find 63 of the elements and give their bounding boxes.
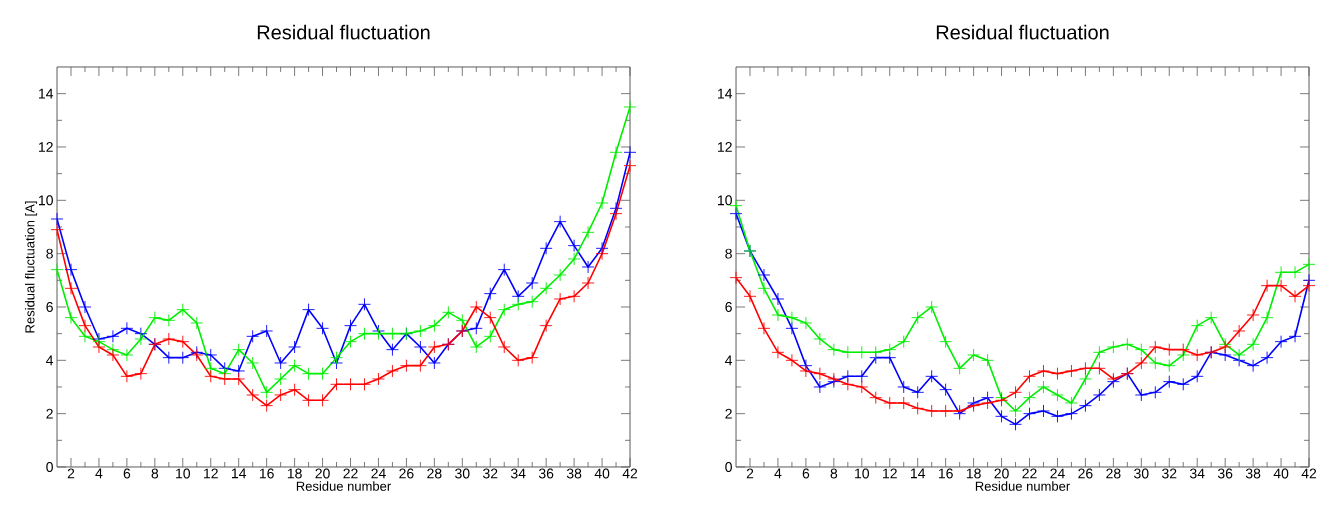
x-tick-label: 2 bbox=[746, 468, 754, 479]
x-tick-label: 20 bbox=[315, 468, 330, 479]
x-tick-label: 42 bbox=[1301, 468, 1317, 479]
x-tick-label: 34 bbox=[510, 468, 526, 479]
y-tick-label: 8 bbox=[46, 248, 53, 259]
chart-title: Residual fluctuation bbox=[936, 24, 1109, 40]
x-tick-label: 34 bbox=[1189, 468, 1205, 479]
y-tick-label: 8 bbox=[725, 248, 732, 259]
y-tick-label: 6 bbox=[46, 302, 53, 312]
x-tick-label: 42 bbox=[622, 468, 638, 479]
x-axis-title: Residue number bbox=[975, 481, 1070, 491]
y-tick-label: 12 bbox=[717, 142, 732, 152]
x-tick-label: 24 bbox=[1050, 468, 1065, 479]
x-tick-label: 6 bbox=[802, 468, 810, 479]
x-tick-label: 20 bbox=[994, 468, 1009, 479]
x-tick-label: 18 bbox=[287, 468, 302, 479]
y-tick-label: 14 bbox=[38, 88, 54, 99]
chart-title: Residual fluctuation bbox=[257, 24, 430, 40]
x-tick-label: 10 bbox=[855, 468, 870, 479]
x-axis-title: Residue number bbox=[296, 481, 391, 491]
x-tick-label: 14 bbox=[231, 468, 247, 479]
x-tick-label: 12 bbox=[883, 468, 897, 479]
x-tick-label: 16 bbox=[259, 468, 274, 479]
x-tick-label: 30 bbox=[455, 468, 470, 479]
x-tick-label: 12 bbox=[204, 468, 218, 479]
y-tick-label: 0 bbox=[46, 462, 53, 472]
x-tick-label: 30 bbox=[1134, 468, 1149, 479]
x-tick-label: 18 bbox=[966, 468, 981, 479]
x-tick-label: 16 bbox=[938, 468, 953, 479]
x-tick-label: 4 bbox=[774, 468, 782, 479]
y-axis-title: Residual fluctuation [A] bbox=[24, 201, 38, 333]
x-tick-label: 38 bbox=[1245, 468, 1261, 479]
x-tick-label: 8 bbox=[151, 468, 159, 479]
y-tick-label: 12 bbox=[38, 142, 53, 152]
x-tick-label: 22 bbox=[343, 468, 358, 479]
x-tick-label: 2 bbox=[67, 468, 75, 479]
x-tick-label: 24 bbox=[371, 468, 386, 479]
y-tick-label: 6 bbox=[725, 302, 732, 312]
x-tick-label: 40 bbox=[594, 468, 610, 479]
y-tick-label: 2 bbox=[46, 408, 53, 419]
x-tick-label: 32 bbox=[1162, 468, 1177, 479]
x-tick-label: 38 bbox=[566, 468, 582, 479]
x-tick-label: 36 bbox=[1217, 468, 1233, 479]
x-tick-label: 26 bbox=[399, 468, 414, 479]
x-tick-label: 36 bbox=[538, 468, 554, 479]
x-tick-label: 26 bbox=[1078, 468, 1093, 479]
x-tick-label: 6 bbox=[123, 468, 131, 479]
x-tick-label: 14 bbox=[910, 468, 926, 479]
x-tick-label: 32 bbox=[483, 468, 498, 479]
y-tick-label: 0 bbox=[725, 462, 732, 472]
y-tick-label: 14 bbox=[717, 88, 733, 99]
x-tick-label: 28 bbox=[427, 468, 442, 479]
x-tick-label: 4 bbox=[95, 468, 103, 479]
x-tick-label: 10 bbox=[176, 468, 191, 479]
x-tick-label: 8 bbox=[830, 468, 838, 479]
x-tick-label: 28 bbox=[1106, 468, 1121, 479]
x-tick-label: 40 bbox=[1273, 468, 1289, 479]
y-tick-label: 10 bbox=[38, 195, 53, 206]
x-tick-label: 22 bbox=[1022, 468, 1037, 479]
y-tick-label: 4 bbox=[46, 355, 54, 366]
y-tick-label: 2 bbox=[725, 408, 732, 419]
y-tick-label: 4 bbox=[725, 355, 733, 366]
y-tick-label: 10 bbox=[717, 195, 732, 206]
